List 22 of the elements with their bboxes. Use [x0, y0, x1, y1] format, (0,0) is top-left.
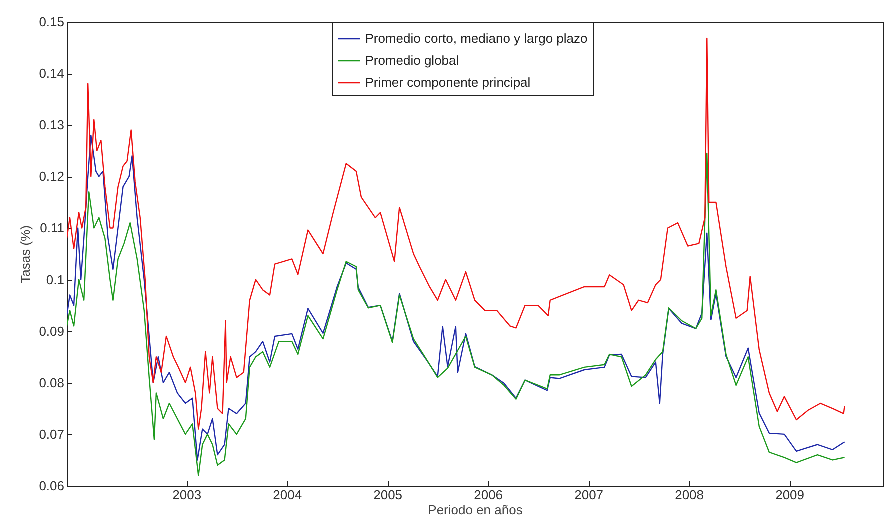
y-tick-label: 0.13	[39, 118, 64, 133]
y-tick-label: 0.07	[39, 426, 64, 442]
y-tick-label: 0.11	[40, 220, 64, 236]
y-tick-label: 0.12	[39, 169, 64, 184]
x-tick-label: 2003	[172, 488, 202, 502]
y-axis-title: Tasas (%)	[18, 226, 34, 284]
x-tick-label: 2004	[273, 488, 302, 502]
y-tick-label: 0.08	[39, 375, 64, 390]
x-tick-label: 2007	[574, 488, 604, 502]
x-axis-title: Periodo en años	[428, 502, 524, 518]
x-tick-label: 2008	[675, 488, 704, 502]
legend-label: Promedio corto, mediano y largo plazo	[365, 31, 588, 46]
y-tick-label: 0.1	[46, 272, 64, 288]
legend-label: Promedio global	[365, 53, 460, 68]
legend-label: Primer componente principal	[365, 75, 531, 90]
x-tick-label: 2006	[474, 488, 504, 502]
x-tick-label: 2005	[374, 488, 403, 502]
y-tick-label: 0.09	[39, 324, 64, 339]
y-tick-label: 0.06	[39, 478, 64, 494]
x-tick-label: 2009	[776, 488, 805, 502]
y-tick-label: 0.14	[39, 66, 64, 82]
y-tick-label: 0.15	[39, 14, 64, 30]
